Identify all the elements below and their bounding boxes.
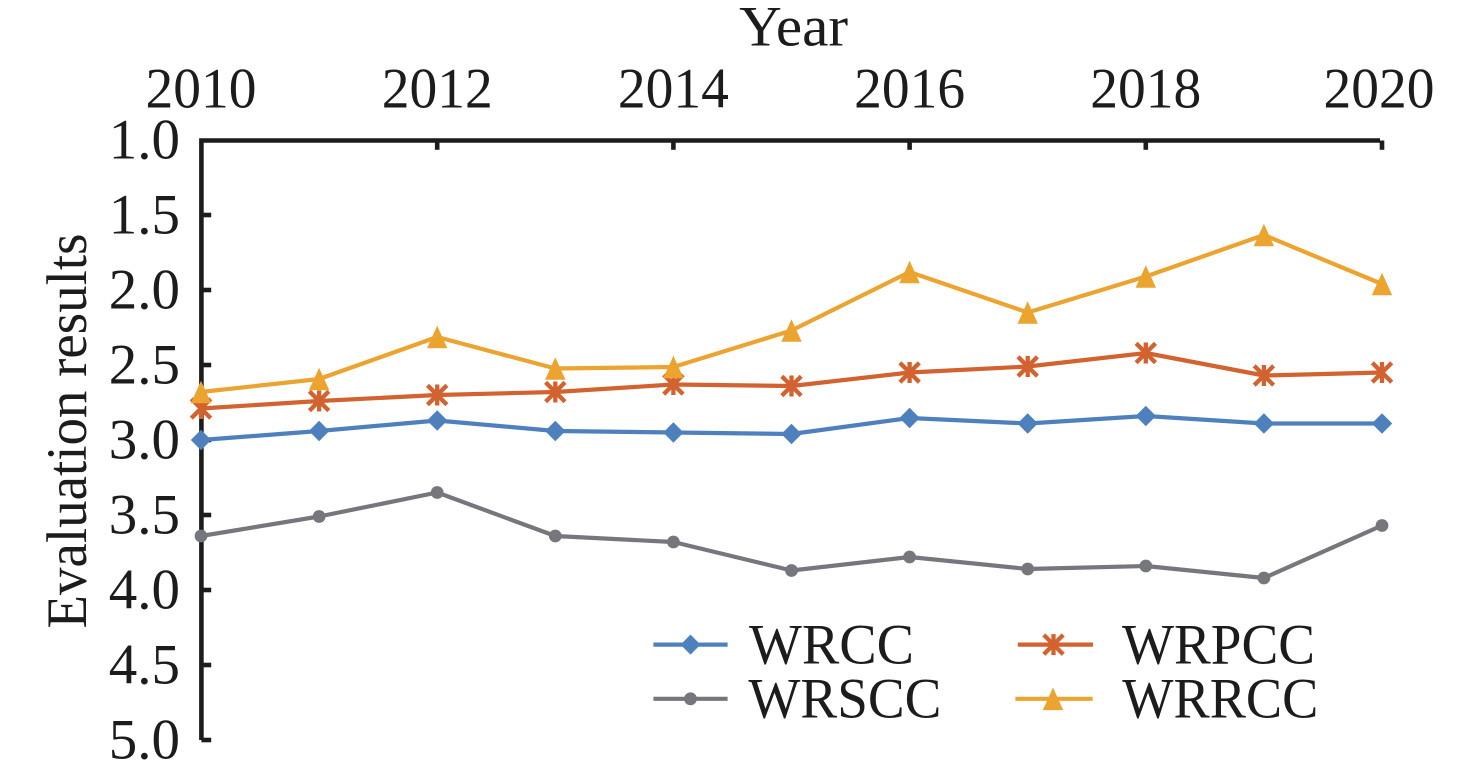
svg-text:2014: 2014 <box>618 58 729 121</box>
svg-text:WRRCC: WRRCC <box>1122 667 1318 730</box>
svg-text:WRSCC: WRSCC <box>748 667 941 730</box>
svg-text:4.5: 4.5 <box>109 634 180 697</box>
svg-text:1.5: 1.5 <box>109 184 180 247</box>
svg-text:Year: Year <box>739 0 848 59</box>
svg-text:2016: 2016 <box>854 58 965 121</box>
svg-text:WRPCC: WRPCC <box>1122 613 1315 676</box>
svg-text:1.0: 1.0 <box>109 109 180 172</box>
svg-text:4.0: 4.0 <box>109 559 180 622</box>
svg-text:2.5: 2.5 <box>109 334 180 397</box>
svg-text:2012: 2012 <box>382 58 493 121</box>
svg-text:2020: 2020 <box>1324 58 1435 121</box>
svg-text:3.5: 3.5 <box>109 484 180 547</box>
svg-text:2.0: 2.0 <box>109 259 180 322</box>
svg-text:3.0: 3.0 <box>109 409 180 472</box>
svg-text:2018: 2018 <box>1090 58 1201 121</box>
svg-text:WRCC: WRCC <box>749 613 914 676</box>
svg-text:Evaluation results: Evaluation results <box>36 234 99 629</box>
svg-text:5.0: 5.0 <box>109 709 180 772</box>
svg-text:2010: 2010 <box>146 58 257 121</box>
